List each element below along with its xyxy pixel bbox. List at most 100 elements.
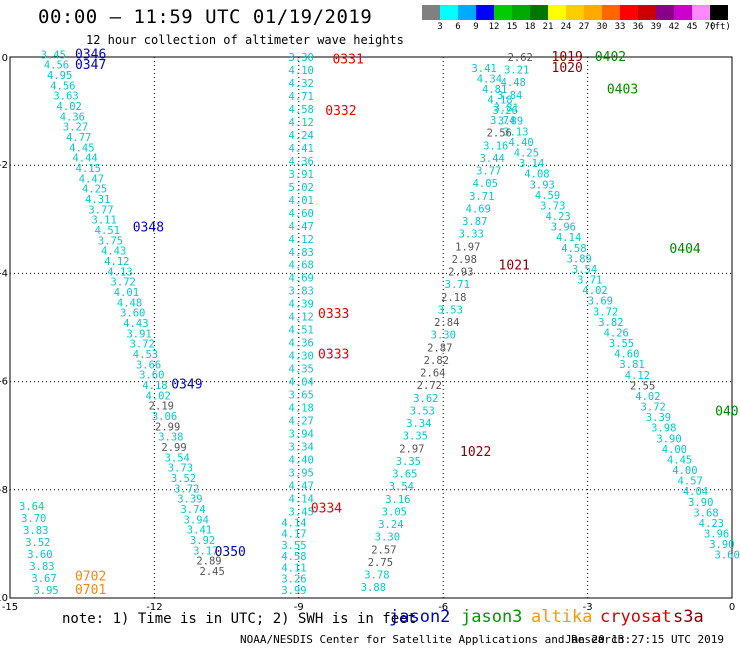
swh-value: 3.30 [375,532,400,544]
track-time-label: 0350 [215,545,246,560]
swh-value: 4.12 [289,117,314,129]
swh-value: 3.72 [174,483,199,495]
swh-value: 3.41 [471,63,496,75]
swh-value: 3.91 [126,328,151,340]
swh-value: 4.58 [289,104,314,116]
swh-value: 2.18 [441,292,466,304]
track-time-label: 0333 [318,307,349,322]
swh-value: 3.45 [289,506,314,518]
swh-value: 4.31 [85,194,110,206]
swh-value: 4.15 [76,163,101,175]
swh-value: 4.95 [47,70,72,82]
swh-value: 3.93 [530,179,555,191]
swh-value: 3.75 [98,235,123,247]
swh-value: 4.69 [466,203,491,215]
swh-value: 4.81 [482,84,507,96]
x-tick-label: -9 [294,602,304,613]
plot-frame [9,56,733,599]
colorbar-swatch [674,5,692,20]
swh-value: 4.04 [683,486,708,498]
swh-value: 4.05 [473,178,498,190]
swh-value: 4.40 [508,137,533,149]
colorbar-label: 27 [578,22,590,32]
swh-value: 3.65 [289,390,314,402]
swh-value: 3.73 [168,463,193,475]
swh-value: 3.26 [493,105,518,117]
swh-value: 4.35 [289,364,314,376]
swh-value: 4.10 [289,65,314,77]
y-tick-label: 0 [2,53,8,64]
colorbar-swatch [710,5,728,20]
swh-value: 4.25 [82,184,107,196]
swh-value: 3.67 [31,573,56,585]
swh-value: 3.87 [462,216,487,228]
legend-jason3: jason3 [461,607,523,627]
swh-value: 3.55 [281,540,306,552]
swh-value: 4.56 [50,80,75,92]
swh-value: 3.68 [693,507,718,519]
track-time-label: 040 [715,404,738,419]
swh-value: 4.02 [146,390,171,402]
swh-value: 4.14 [556,232,581,244]
swh-value: 4.60 [614,349,639,361]
swh-value: 3.71 [445,279,470,291]
track-time-label: 1020 [552,61,583,76]
swh-value: 4.51 [289,325,314,337]
swh-value: 3.66 [136,359,161,371]
colorbar-label: 18 [524,22,536,32]
colorbar-swatch [692,5,710,20]
swh-value: 3.90 [656,433,681,445]
swh-value: 4.58 [561,243,586,255]
swh-value: 4.83 [289,247,314,259]
colorbar-labels: 3 6 9 12 15 18 21 24 27 30 33 36 39 42 45 70 (ft) [422,22,731,34]
swh-value: 4.71 [289,91,314,103]
track-time-label: 0334 [311,502,342,517]
swh-value: 2.84 [434,317,459,329]
colorbar-swatch [656,5,674,20]
swh-value: 3.14 [519,158,544,170]
colorbar-swatch [584,5,602,20]
swh-value: 4.18 [487,95,512,107]
credit-line: NOAA/NESDIS Center for Satellite Applica… [240,633,625,646]
track-time-label: 0404 [669,242,700,257]
swh-value: 4.68 [289,260,314,272]
swh-value: 3.11 [92,215,117,227]
track-time-label: 0332 [325,104,356,119]
swh-value: 4.48 [117,297,142,309]
y-tick-label: -6 [0,377,8,388]
swh-value: 3.82 [598,317,623,329]
legend-cryosat: cryosat [600,607,672,627]
swh-value: 3.78 [364,570,389,582]
swh-value: 4.18 [142,380,167,392]
swh-value: 4.23 [699,518,724,530]
swh-value: 2.98 [452,254,477,266]
track-time-label: 0701 [75,583,106,598]
swh-value: 3.35 [396,456,421,468]
swh-value: 3.83 [29,561,54,573]
colorbar-swatch [494,5,512,20]
swh-value: 3.90 [688,497,713,509]
swh-value: 3.83 [289,286,314,298]
swh-value: 3.24 [378,519,403,531]
swh-value: 4.12 [289,234,314,246]
swh-value: 3.13 [503,126,528,138]
swh-value: 4.08 [524,169,549,181]
swh-value: 3.06 [152,411,177,423]
swh-value: 4.44 [72,153,97,165]
swh-value: 2.87 [427,342,452,354]
swh-value: 4.47 [289,480,314,492]
colorbar-swatch [566,5,584,20]
swh-value: 3.52 [25,537,50,549]
swh-value: 3.89 [567,253,592,265]
swh-value: 3.55 [609,338,634,350]
swh-value: 3.60 [27,549,52,561]
swh-value: 3.60 [120,308,145,320]
swh-value: 3.96 [704,529,729,541]
swh-value: 4.32 [289,78,314,90]
swh-value: 3.72 [111,277,136,289]
track-time-label: 0349 [171,377,202,392]
colorbar-swatch [512,5,530,20]
swh-value: 3.72 [130,339,155,351]
legend-altika: altika [531,607,593,627]
track-time-label: 0333 [318,348,349,363]
